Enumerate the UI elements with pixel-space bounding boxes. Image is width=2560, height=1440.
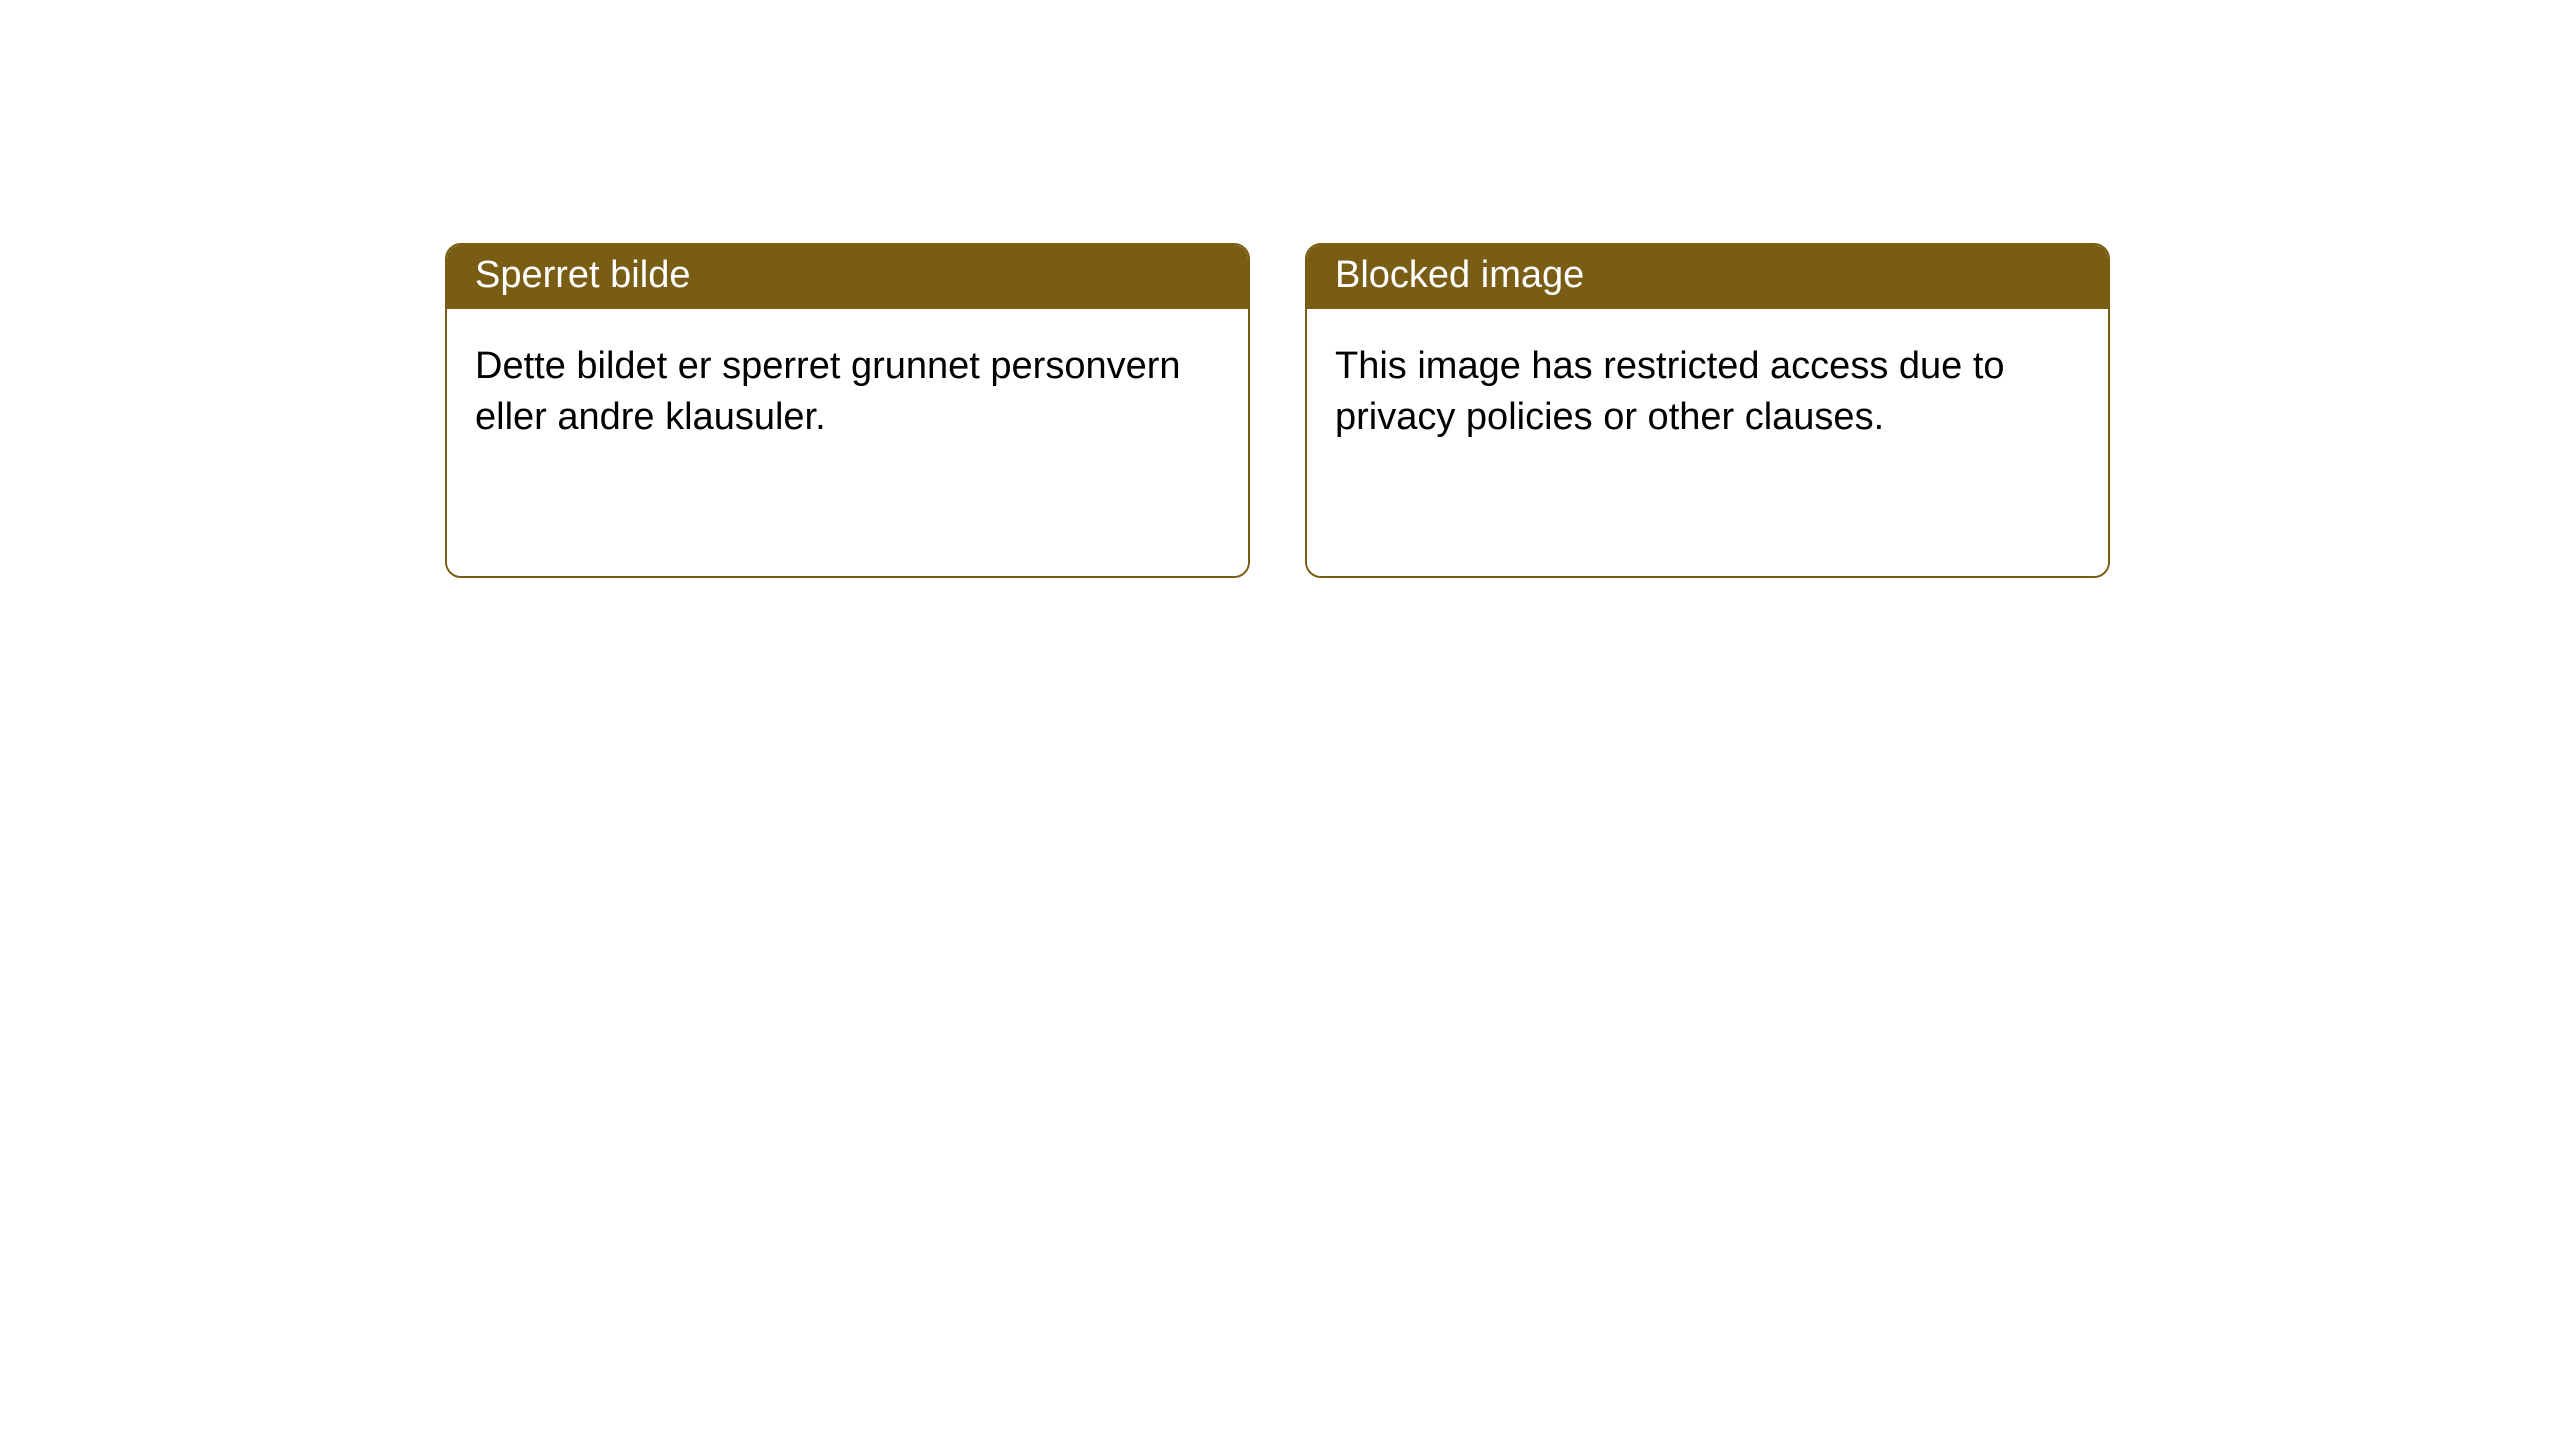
card-message-en: This image has restricted access due to … (1335, 341, 2080, 444)
card-message-no: Dette bildet er sperret grunnet personve… (475, 341, 1220, 444)
notice-cards-container: Sperret bilde Dette bildet er sperret gr… (0, 0, 2560, 578)
card-title-en: Blocked image (1335, 254, 1584, 296)
card-header-en: Blocked image (1307, 245, 2108, 309)
blocked-image-card-no: Sperret bilde Dette bildet er sperret gr… (445, 243, 1250, 578)
blocked-image-card-en: Blocked image This image has restricted … (1305, 243, 2110, 578)
card-title-no: Sperret bilde (475, 254, 690, 296)
card-body-en: This image has restricted access due to … (1307, 309, 2108, 576)
card-body-no: Dette bildet er sperret grunnet personve… (447, 309, 1248, 576)
card-header-no: Sperret bilde (447, 245, 1248, 309)
